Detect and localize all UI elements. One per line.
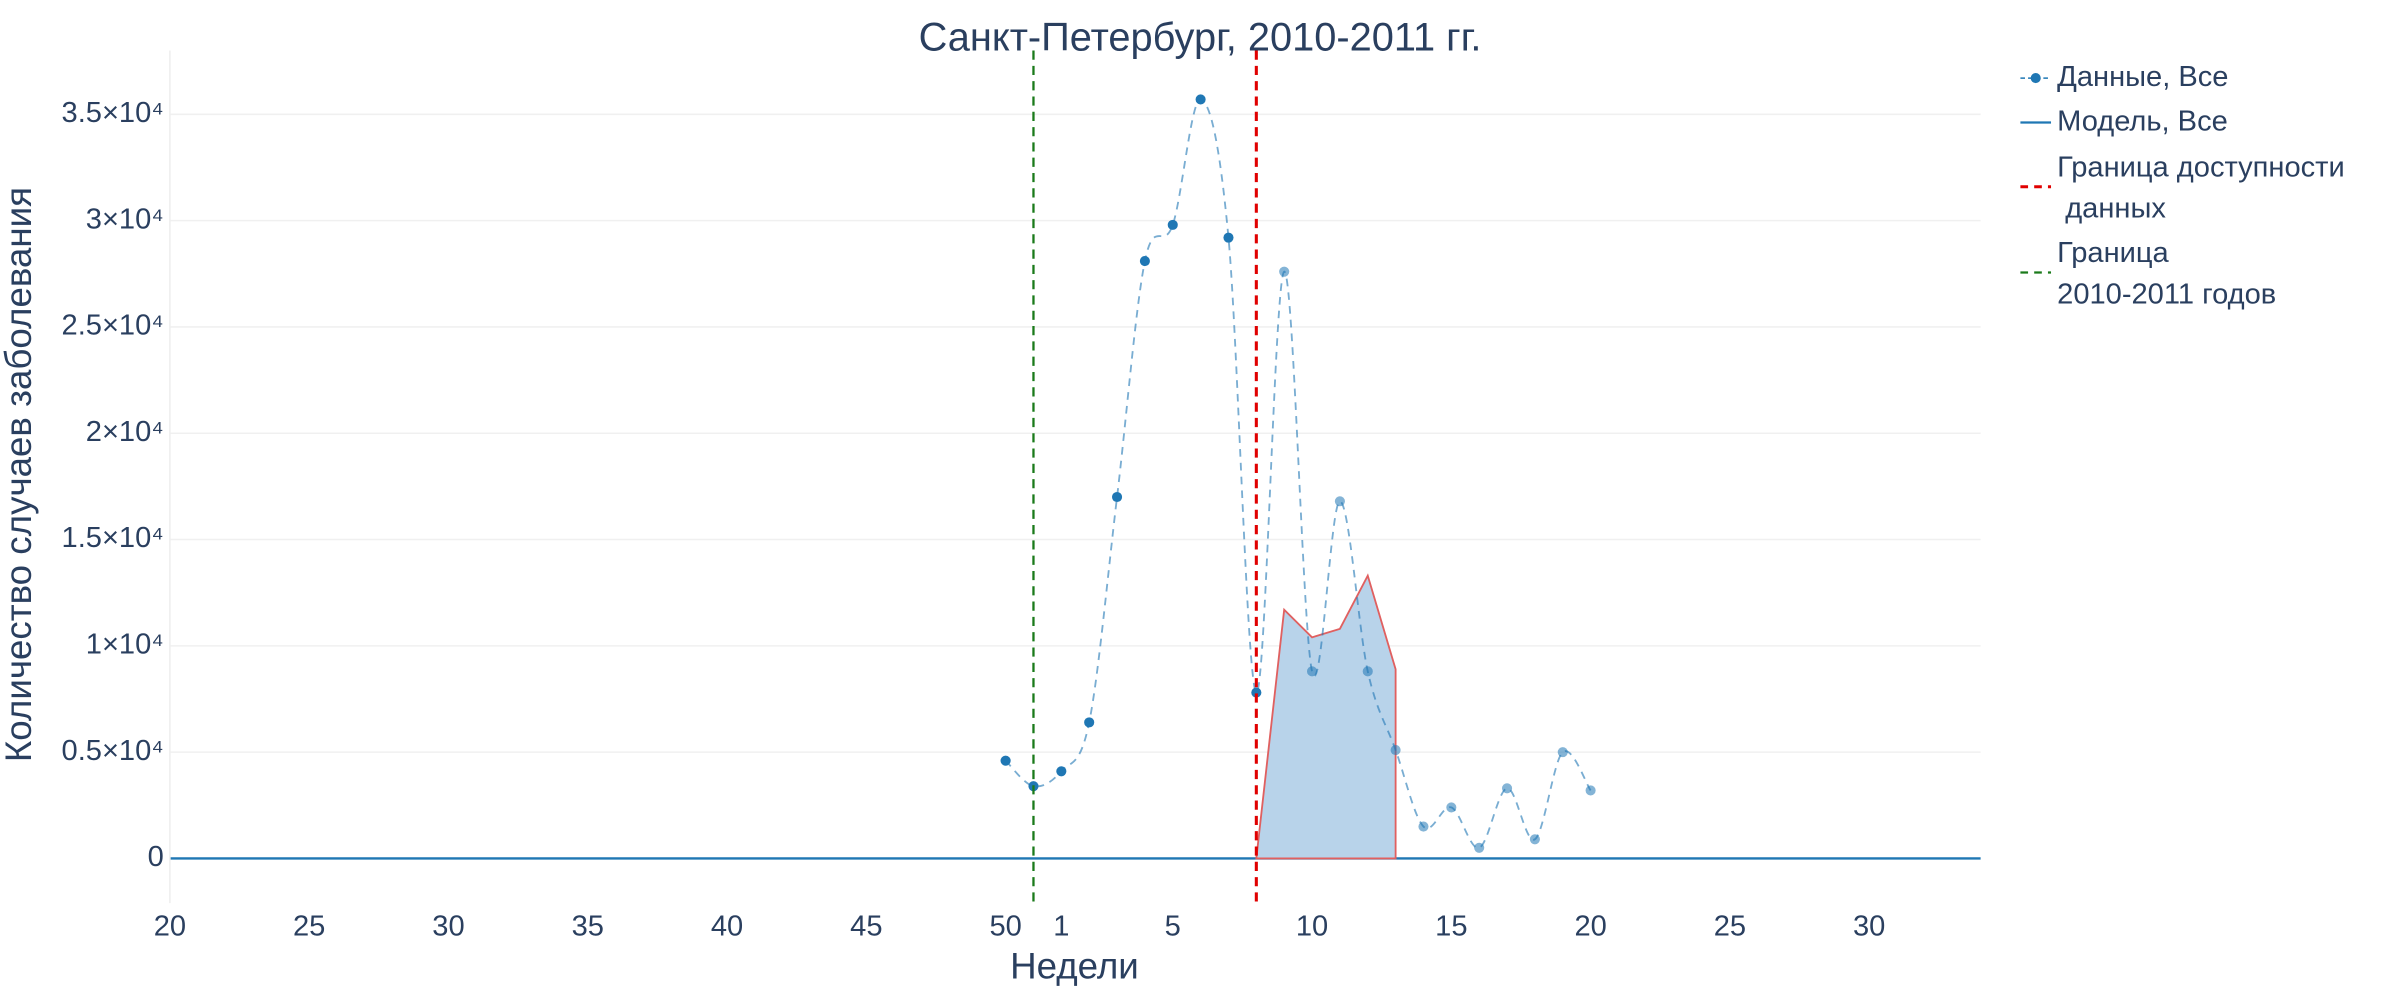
data-point bbox=[1557, 747, 1568, 758]
legend-label: Граница доступности данных bbox=[2057, 151, 2345, 224]
data-point bbox=[1084, 717, 1095, 728]
data-line bbox=[1004, 98, 1592, 849]
data-point bbox=[1474, 842, 1485, 853]
data-point bbox=[1279, 266, 1290, 277]
data-point bbox=[1585, 785, 1596, 796]
y-tick-label: 2×10⁴ bbox=[86, 416, 164, 448]
data-point bbox=[1529, 834, 1540, 845]
x-axis-title: Недели bbox=[1010, 946, 1139, 987]
data-point bbox=[1446, 802, 1457, 813]
data-point bbox=[1000, 755, 1011, 766]
x-tick-label: 20 bbox=[1574, 910, 1606, 942]
y-axis-title: Количество случаев заболевания bbox=[0, 187, 39, 762]
data-point bbox=[1223, 232, 1234, 243]
y-tick-label: 1×10⁴ bbox=[86, 629, 164, 661]
y-tick-label: 3×10⁴ bbox=[86, 203, 164, 235]
x-tick-label: 25 bbox=[1714, 910, 1746, 942]
x-tick-label: 50 bbox=[989, 910, 1021, 942]
x-tick-label: 5 bbox=[1165, 910, 1181, 942]
legend-swatch bbox=[2030, 73, 2041, 84]
data-point bbox=[1390, 744, 1401, 756]
data-point bbox=[1111, 491, 1123, 503]
data-point bbox=[1334, 496, 1345, 507]
legend-label: Данные, Все bbox=[2057, 61, 2228, 93]
data-point bbox=[1251, 687, 1262, 698]
y-tick-label: 3.5×10⁴ bbox=[62, 97, 164, 129]
data-point bbox=[1167, 219, 1178, 230]
legend-label: Граница 2010-2011 годов bbox=[2057, 237, 2276, 310]
model-area bbox=[1255, 573, 1397, 860]
data-point bbox=[1195, 94, 1206, 105]
y-tick-label: 0.5×10⁴ bbox=[62, 735, 164, 767]
data-point bbox=[1306, 666, 1318, 677]
x-tick-label: 1 bbox=[1053, 910, 1069, 942]
data-point bbox=[1501, 783, 1513, 794]
x-tick-label: 45 bbox=[850, 910, 882, 942]
x-tick-label: 40 bbox=[711, 910, 743, 942]
data-point bbox=[1418, 821, 1429, 832]
data-point bbox=[1139, 255, 1150, 267]
y-tick-label: 1.5×10⁴ bbox=[62, 522, 164, 554]
legend-label: Модель, Все bbox=[2057, 105, 2228, 137]
y-tick-label: 2.5×10⁴ bbox=[62, 310, 164, 342]
y-tick-label: 0 bbox=[148, 841, 164, 873]
x-tick-label: 10 bbox=[1296, 910, 1328, 942]
x-tick-label: 35 bbox=[572, 910, 604, 942]
chart-title: Санкт-Петербург, 2010-2011 гг. bbox=[919, 15, 1482, 59]
x-tick-label: 15 bbox=[1435, 910, 1467, 942]
data-point bbox=[1056, 766, 1067, 777]
x-tick-label: 25 bbox=[293, 910, 325, 942]
data-point bbox=[1362, 666, 1373, 677]
x-tick-label: 30 bbox=[432, 910, 464, 942]
x-tick-label: 20 bbox=[154, 910, 186, 942]
x-tick-label: 30 bbox=[1853, 910, 1885, 942]
